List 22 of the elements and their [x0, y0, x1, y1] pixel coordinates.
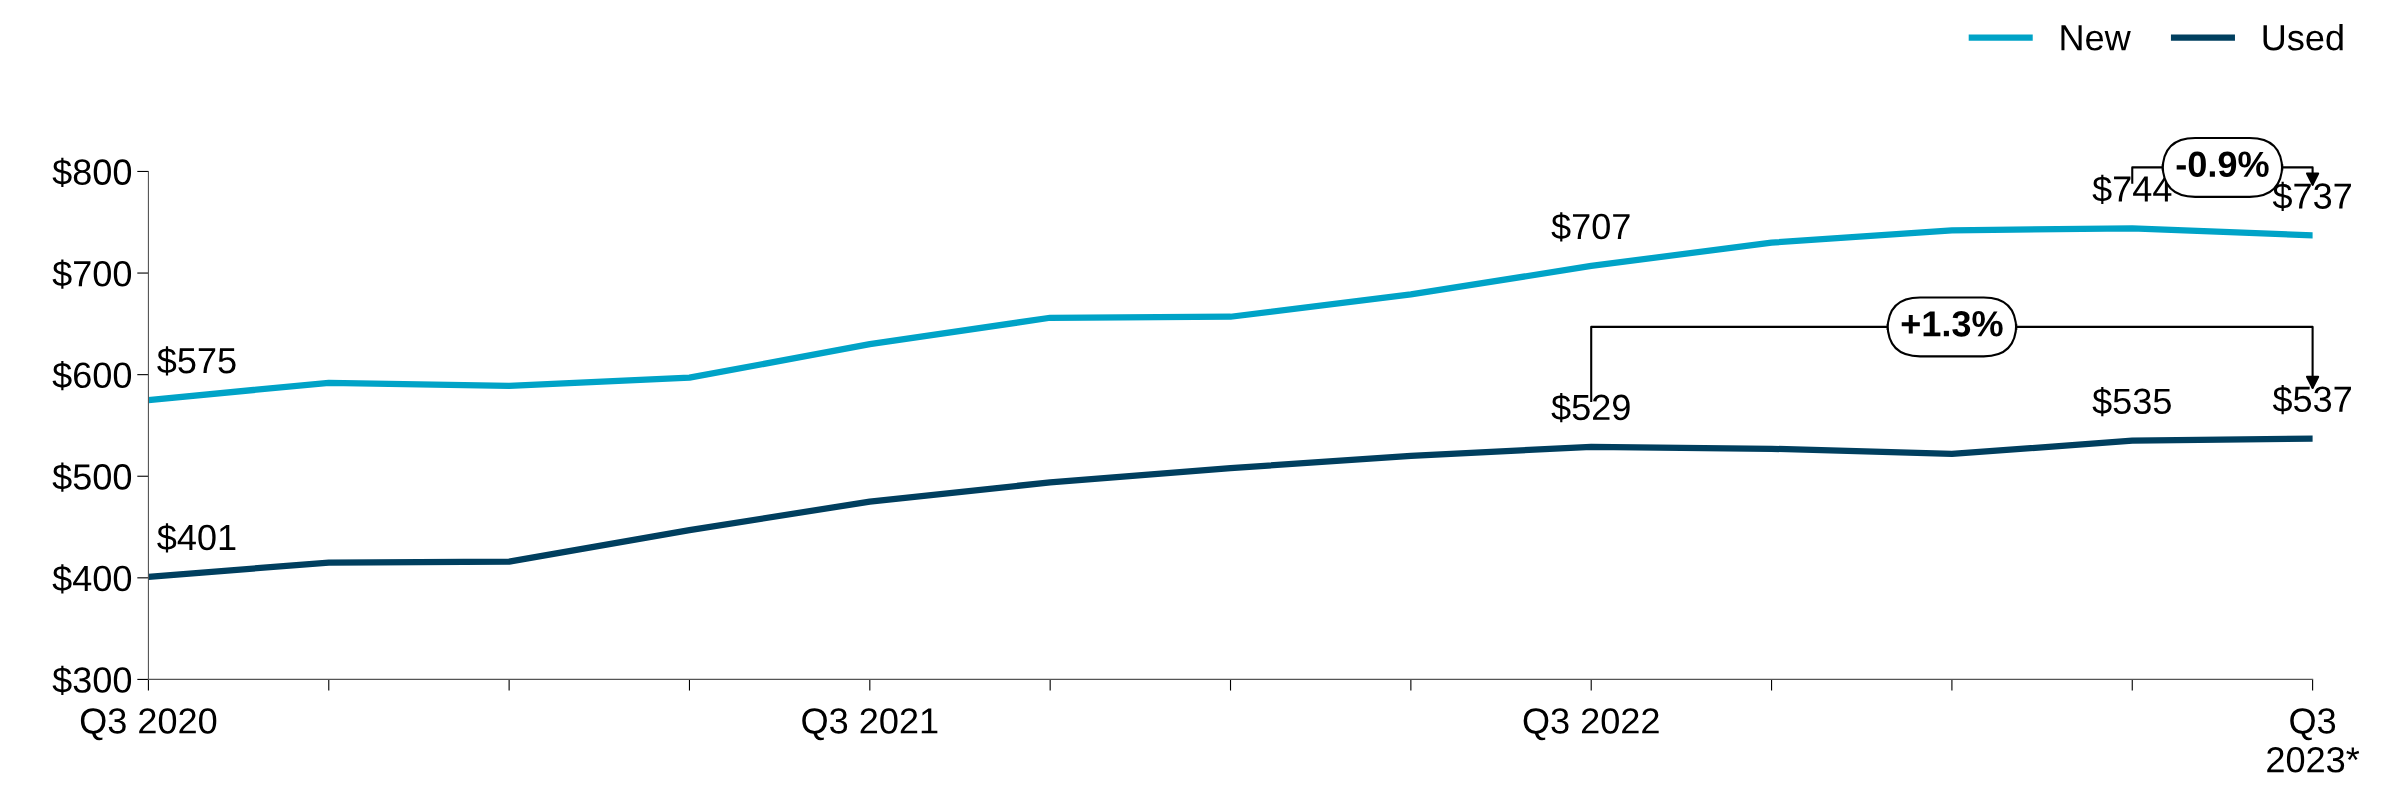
data-label: $575 — [157, 346, 236, 376]
data-label: $737 — [2272, 181, 2351, 212]
annotation: +1.3% — [1901, 311, 2003, 337]
y-tick-label: $700 — [52, 259, 132, 289]
data-label: $537 — [2272, 384, 2351, 415]
x-tick-label: Q3 2022 — [1523, 708, 1659, 741]
data-label: $529 — [1551, 393, 1630, 423]
y-tick-label: $400 — [52, 564, 132, 594]
x-tick-label: Q3 2023* — [2267, 708, 2360, 773]
annotation: -0.9% — [2176, 151, 2269, 178]
y-tick-label: $600 — [52, 361, 132, 391]
data-label: $707 — [1551, 212, 1630, 242]
y-tick-label: $500 — [52, 462, 132, 492]
legend-label: Used — [2263, 24, 2343, 51]
y-tick-label: $300 — [52, 665, 132, 696]
data-label: $744 — [2092, 174, 2172, 204]
legend-label: New — [2061, 25, 2131, 51]
x-tick-label: Q3 2020 — [80, 708, 217, 741]
y-tick-label: $800 — [52, 157, 132, 188]
data-label: $401 — [157, 523, 236, 553]
data-label: $535 — [2092, 387, 2171, 417]
x-tick-label: Q3 2021 — [802, 708, 938, 741]
